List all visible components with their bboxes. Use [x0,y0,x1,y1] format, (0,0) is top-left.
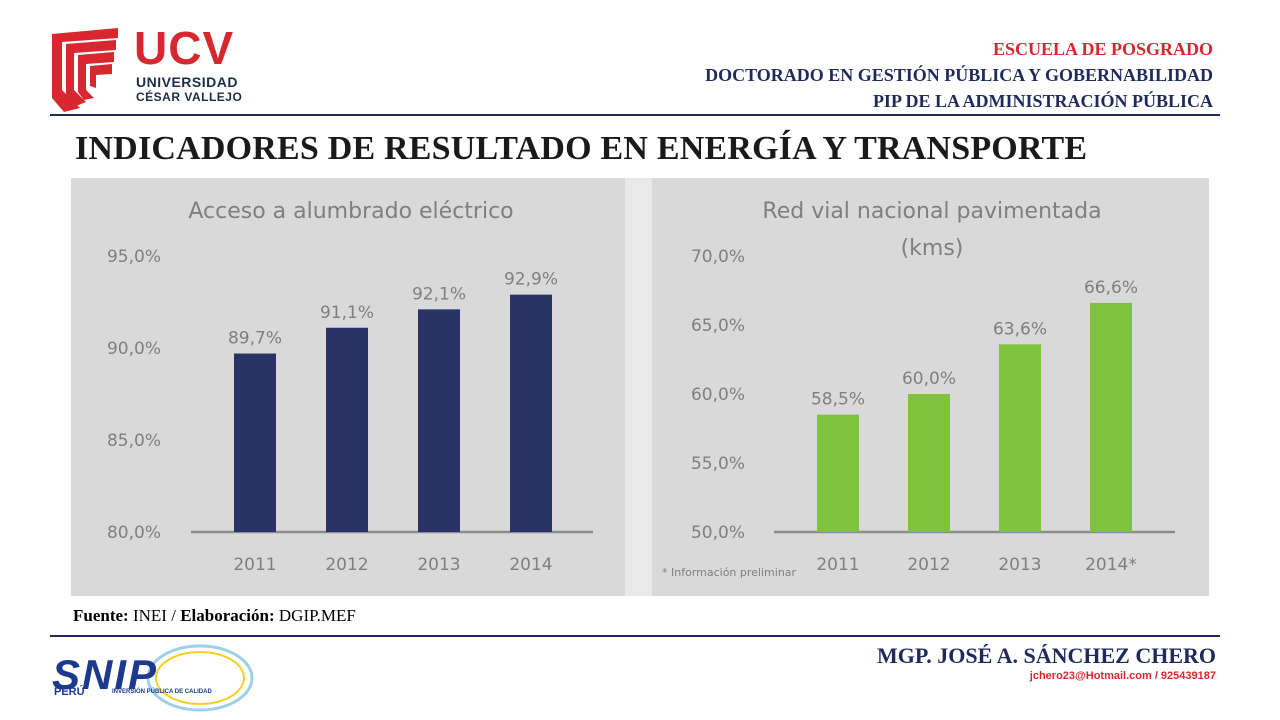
y-tick-label: 60,0% [691,385,745,405]
header-info: ESCUELA DE POSGRADO DOCTORADO EN GESTIÓN… [705,36,1213,114]
chart-panel-roads: Red vial nacional pavimentada (kms) 70,0% 6… [652,178,1209,596]
electricity-access-chart: Acceso a alumbrado eléctrico 95,0% 90,0% 85… [107,199,593,575]
bar [817,414,859,532]
x-tick-label: 2013 [417,555,460,575]
chart-note: * Información preliminar [662,566,797,579]
school-name: ESCUELA DE POSGRADO [992,39,1213,59]
chart-panel-electricity: Acceso a alumbrado eléctrico 95,0% 90,0% 85… [71,178,625,596]
y-tick-label: 50,0% [691,523,745,543]
x-tick-label: 2012 [325,555,368,575]
x-tick-label: 2014 [509,555,552,575]
chart-title: Acceso a alumbrado eléctrico [188,199,513,224]
y-tick-label: 90,0% [107,339,161,359]
author-name: MGP. JOSÉ A. SÁNCHEZ CHERO [876,643,1216,668]
panel-gap [625,178,652,596]
x-tick-label: 2011 [233,555,276,575]
ucv-university-label: UNIVERSIDAD [136,74,238,90]
program-name: DOCTORADO EN GESTIÓN PÚBLICA Y GOBERNABI… [705,65,1213,85]
snip-tagline: INVERSIÓN PÚBLICA DE CALIDAD [112,689,212,695]
x-tick-label: 2011 [816,555,859,575]
bar-value-label: 60,0% [902,369,956,389]
bar [326,327,368,532]
source-line: Fuente: INEI / Elaboración: DGIP.MEF [73,606,356,626]
y-tick-label: 70,0% [691,247,745,267]
chart-title: Red vial nacional pavimentada [762,199,1101,224]
bar [234,353,276,532]
y-tick-label: 85,0% [107,431,161,451]
x-tick-label: 2014* [1085,555,1137,575]
header-divider [50,114,1220,116]
bar [1090,302,1132,532]
snip-logo: SNIP PERÚ INVERSIÓN PÚBLICA DE CALIDAD [50,644,260,716]
bar-value-label: 66,6% [1084,278,1138,298]
bar-value-label: 63,6% [993,319,1047,339]
source-value: INEI [132,606,167,625]
x-tick-label: 2013 [998,555,1041,575]
ucv-name-label: CÉSAR VALLEJO [136,90,243,104]
source-label: Fuente: [73,606,129,625]
x-tick-label: 2012 [907,555,950,575]
bar [999,344,1041,532]
paved-roads-chart: Red vial nacional pavimentada (kms) 70,0% 6… [662,199,1175,579]
footer-divider [50,635,1220,637]
bar-value-label: 91,1% [320,303,374,323]
y-tick-label: 55,0% [691,454,745,474]
bar-value-label: 92,9% [504,270,558,290]
elaboration-value: DGIP.MEF [278,606,356,625]
y-tick-label: 80,0% [107,523,161,543]
snip-wordmark: SNIP [52,651,159,698]
slide-title: INDICADORES DE RESULTADO EN ENERGÍA Y TR… [75,130,1088,167]
y-tick-label: 95,0% [107,247,161,267]
bar [418,309,460,532]
y-tick-label: 65,0% [691,316,745,336]
bar-value-label: 58,5% [811,390,865,410]
source-separator: / [171,606,176,625]
ucv-shield-icon [52,28,118,112]
chart-subtitle: (kms) [901,236,964,261]
author-contact: jchero23@Hotmail.com / 925439187 [1029,670,1216,682]
bar-value-label: 89,7% [228,329,282,349]
snip-country: PERÚ [54,686,85,698]
bar [510,294,552,532]
bar [908,394,950,532]
ucv-wordmark: UCV [134,22,235,74]
subject-name: PIP DE LA ADMINISTRACIÓN PÚBLICA [872,91,1213,111]
ucv-logo: UCV UNIVERSIDAD CÉSAR VALLEJO [50,24,250,114]
elaboration-label: Elaboración: [180,606,275,625]
bar-value-label: 92,1% [412,284,466,304]
snip-swoosh-icon [146,644,254,712]
